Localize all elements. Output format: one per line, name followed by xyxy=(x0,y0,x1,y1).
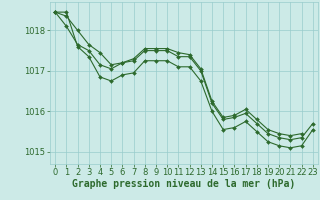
X-axis label: Graphe pression niveau de la mer (hPa): Graphe pression niveau de la mer (hPa) xyxy=(72,179,296,189)
